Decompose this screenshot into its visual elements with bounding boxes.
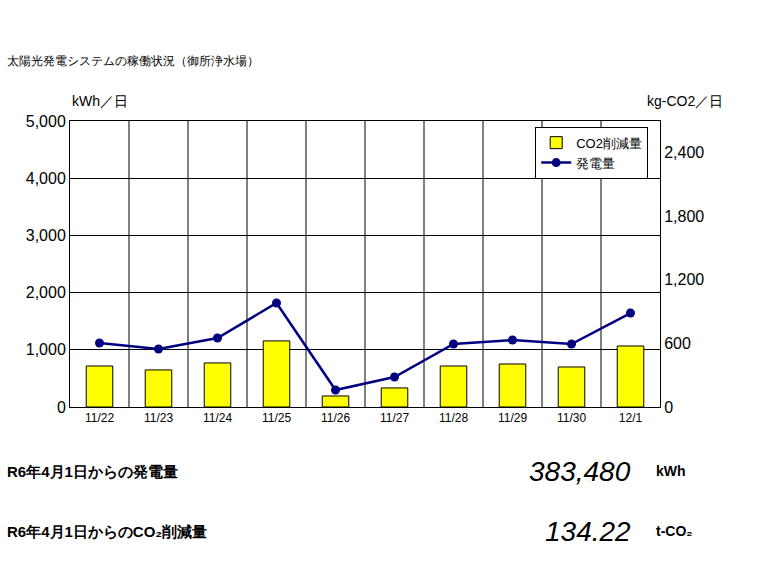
svg-text:11/25: 11/25 [262, 411, 291, 425]
svg-text:1,000: 1,000 [26, 341, 66, 358]
svg-text:発電量: 発電量 [576, 156, 615, 171]
svg-text:12/1: 12/1 [619, 411, 643, 425]
svg-text:kWh／日: kWh／日 [72, 93, 128, 109]
svg-text:5,000: 5,000 [26, 113, 66, 130]
svg-text:R6年4月1日からの発電量: R6年4月1日からの発電量 [7, 463, 178, 480]
svg-text:3,000: 3,000 [26, 227, 66, 244]
svg-text:kg-CO2／日: kg-CO2／日 [647, 93, 723, 109]
svg-text:2,000: 2,000 [26, 284, 66, 301]
svg-text:太陽光発電システムの稼働状況（御所浄水場）: 太陽光発電システムの稼働状況（御所浄水場） [7, 54, 259, 68]
svg-text:11/26: 11/26 [321, 411, 350, 425]
svg-text:1,800: 1,800 [664, 208, 704, 225]
svg-text:11/23: 11/23 [144, 411, 173, 425]
svg-text:11/24: 11/24 [203, 411, 232, 425]
svg-text:1,200: 1,200 [664, 271, 704, 288]
svg-text:2,400: 2,400 [664, 144, 704, 161]
svg-text:0: 0 [664, 399, 673, 416]
svg-text:11/28: 11/28 [439, 411, 468, 425]
svg-text:t-CO₂: t-CO₂ [656, 523, 693, 539]
svg-text:CO2削減量: CO2削減量 [576, 136, 642, 151]
svg-text:4,000: 4,000 [26, 170, 66, 187]
svg-text:134.22: 134.22 [545, 516, 631, 547]
svg-text:R6年4月1日からのCO₂削減量: R6年4月1日からのCO₂削減量 [7, 523, 207, 540]
svg-text:11/29: 11/29 [498, 411, 527, 425]
svg-text:11/27: 11/27 [380, 411, 409, 425]
svg-text:11/30: 11/30 [557, 411, 586, 425]
svg-text:0: 0 [57, 399, 66, 416]
svg-text:kWh: kWh [656, 463, 686, 479]
svg-text:383,480: 383,480 [529, 456, 631, 487]
svg-text:11/22: 11/22 [85, 411, 114, 425]
svg-text:600: 600 [664, 335, 691, 352]
